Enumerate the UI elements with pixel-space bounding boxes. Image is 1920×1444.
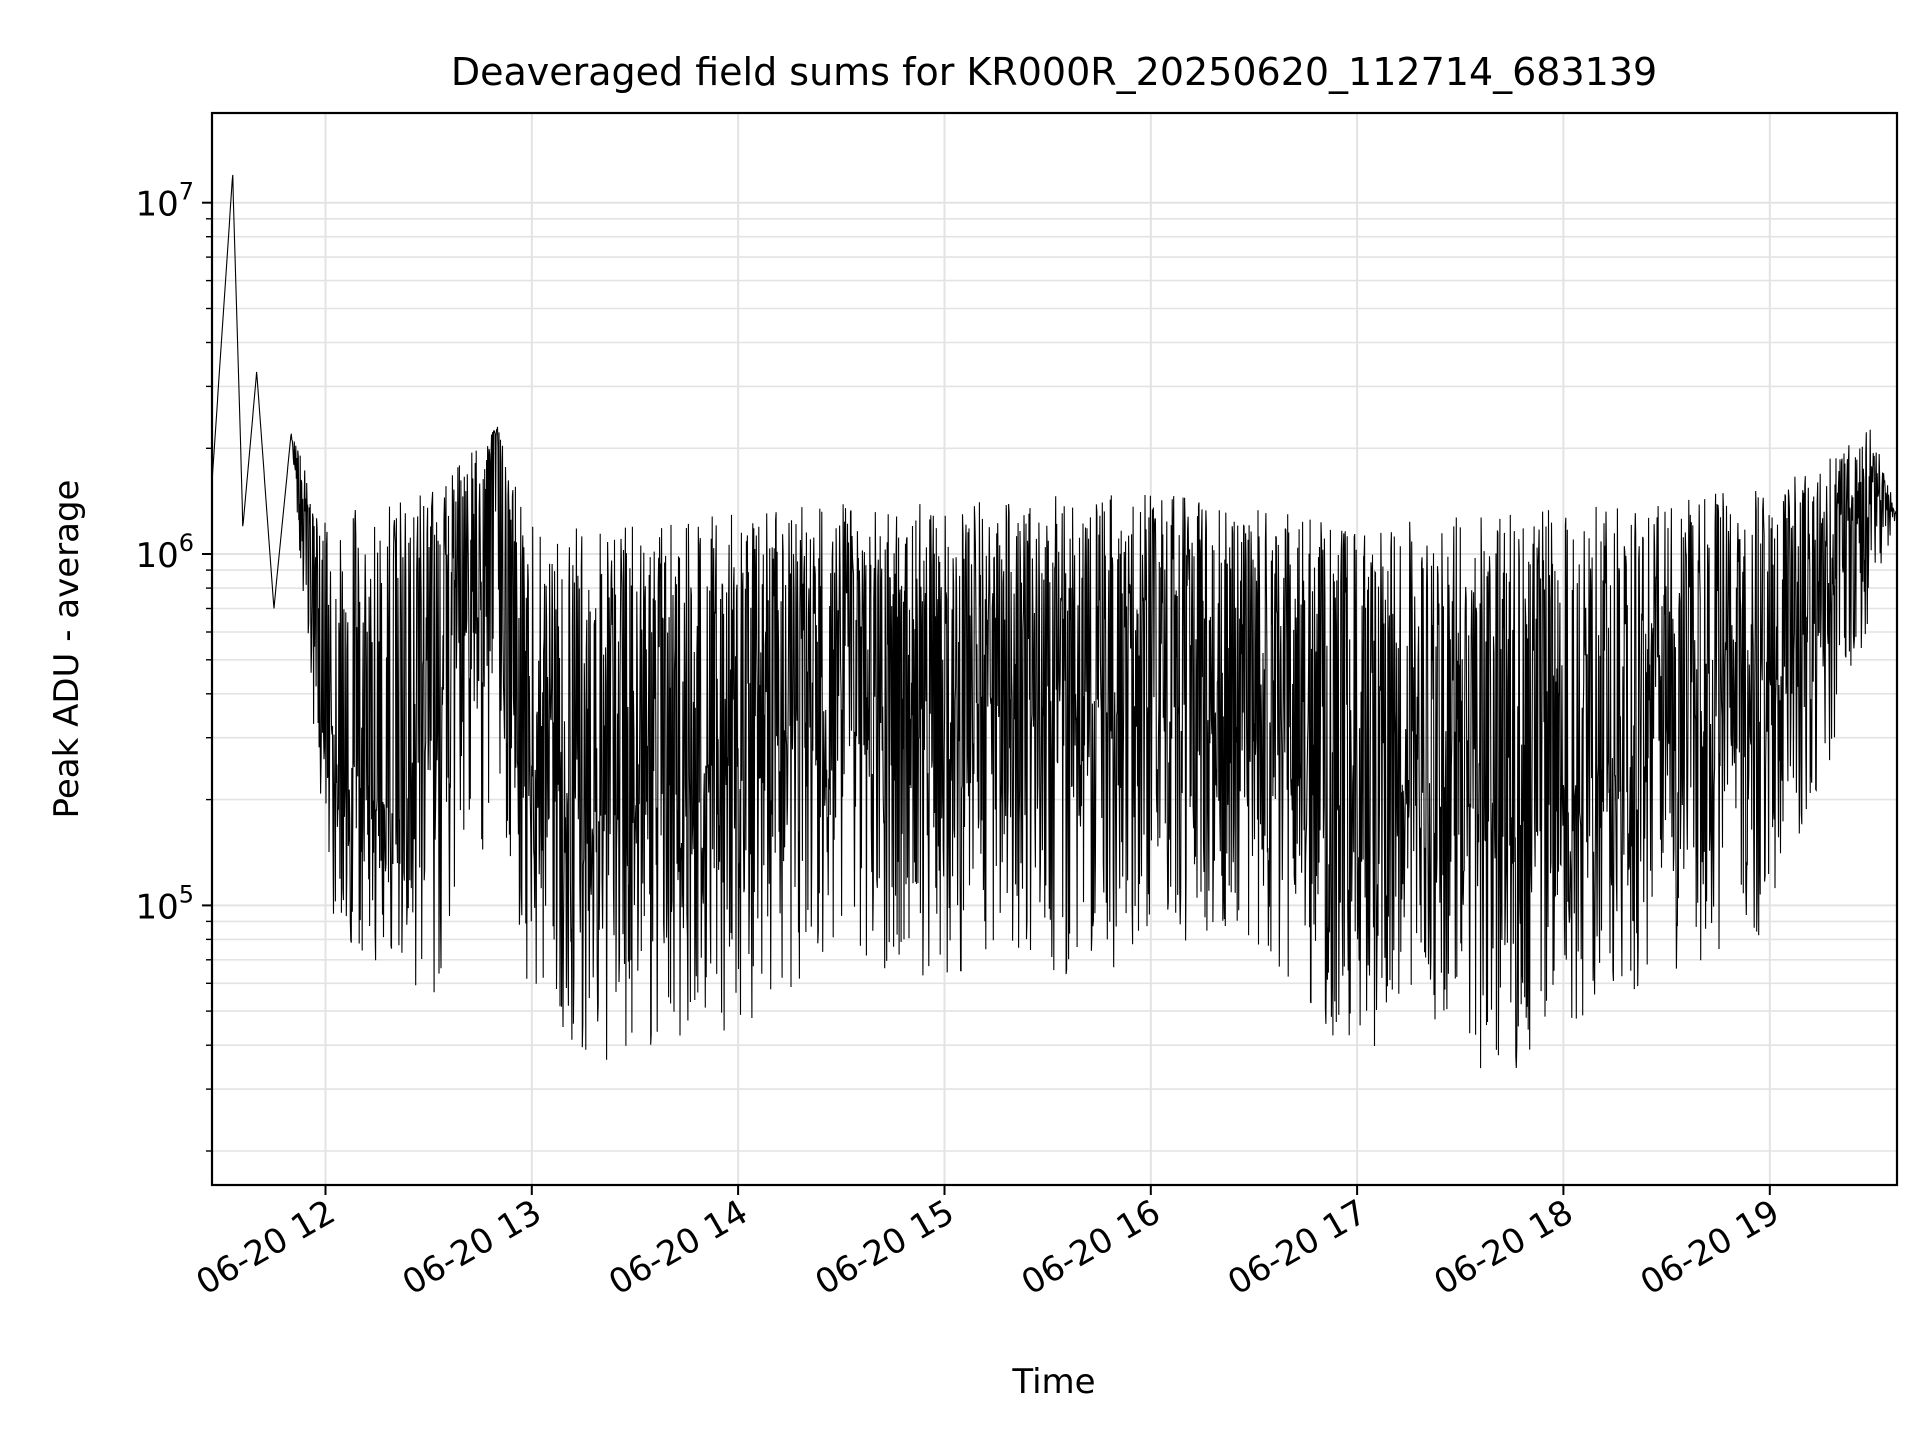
y-axis-ticks: 105 106 107 [135, 178, 212, 1152]
x-axis-label: Time [1011, 1362, 1095, 1402]
series-line [211, 174, 1898, 1069]
series-line-layer [211, 174, 1898, 1069]
chart-title: Deaveraged field sums for KR000R_2025062… [451, 50, 1657, 94]
y-tick-label: 107 [135, 178, 194, 225]
plot-frame [210, 111, 1899, 1187]
y-tick-label: 106 [135, 529, 194, 576]
y-tick-label: 105 [135, 880, 194, 927]
y-axis-label: Peak ADU - average [47, 480, 87, 819]
